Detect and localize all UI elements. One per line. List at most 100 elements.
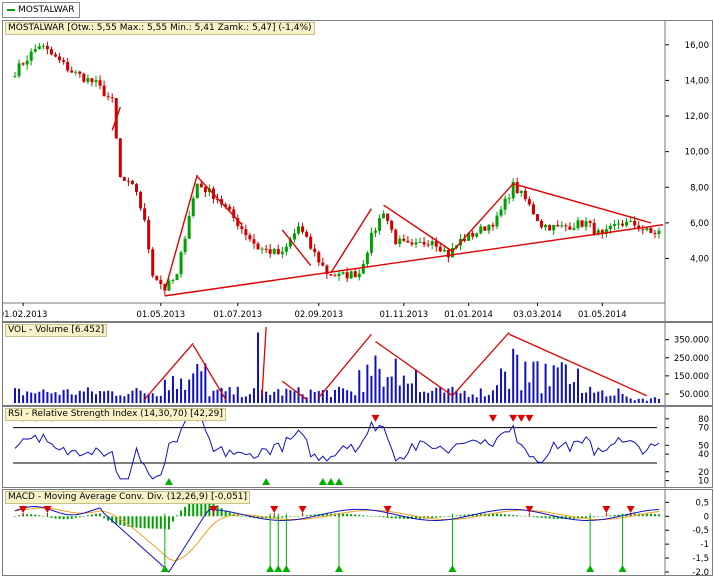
volume-bar [22,395,25,403]
macd-histogram-bar [99,513,102,517]
volume-trendline [508,333,648,397]
volume-bar [350,391,353,403]
volume-bar [435,387,438,403]
volume-bar [14,388,16,403]
volume-y-tick-label: 50.000 [679,390,709,400]
price-candle-body [248,235,252,240]
price-candle-body [187,215,191,239]
price-panel[interactable]: 16,00 14,00 12,00 10,00 8,00 6,00 4,00 01.02.20… [2,20,713,322]
rsi-sell-marker [525,414,534,422]
price-candle-body [62,60,66,63]
price-candle-body [475,233,479,237]
macd-histogram-bar [613,514,616,517]
macd-histogram-bar [240,516,243,517]
macd-histogram-bar [216,505,219,517]
macd-histogram-bar [236,515,239,517]
volume-panel[interactable]: 350.000 250.000 150.000 50.000 VOL - Volume… [2,322,713,406]
macd-histogram-bar [46,516,49,517]
price-y-tick-label: 8,00 [690,183,709,193]
price-candle-body [584,221,588,227]
macd-histogram-bar [658,514,660,517]
volume-bar [66,389,69,403]
macd-sell-marker [43,506,52,513]
volume-bar [301,394,304,403]
volume-bar [212,390,215,403]
macd-histogram-bar [107,516,110,521]
price-candle-body [398,238,402,244]
volume-bar [625,396,628,403]
macd-histogram-bar [90,514,93,517]
volume-bar [248,394,251,403]
macd-histogram-bar [204,497,207,517]
price-candle-body [45,45,49,50]
price-candle-body [410,242,414,245]
volume-bar [613,395,616,403]
price-candle-body [467,233,471,241]
macd-histogram-bar [568,516,571,519]
macd-histogram-bar [54,516,57,519]
macd-histogram-bar [491,513,494,517]
volume-bar [479,388,482,403]
volume-bar [585,392,588,403]
macd-buy-marker [618,565,627,572]
volume-bar [512,348,515,403]
price-y-tick-label: 14,00 [685,76,709,86]
volume-bar [58,394,61,403]
volume-bar [504,371,507,403]
macd-histogram-bar [467,514,470,517]
price-candle-body [175,274,179,280]
price-candle-body [515,181,519,194]
macd-panel[interactable]: 0,5 0 -0,5 -1 -1,5 -2,0 MACD - Moving Average… [2,489,713,576]
volume-bar [18,388,21,403]
volume-bar [74,394,77,403]
price-candle-body [487,224,491,231]
price-candle-body [596,230,600,235]
macd-histogram-bar [257,516,260,519]
volume-bar [180,378,183,403]
volume-bar [208,396,211,403]
price-candle-body [394,229,398,244]
macd-histogram-bar [224,510,227,517]
volume-trendline [318,333,372,398]
rsi-buy-marker [262,478,271,485]
volume-bar [366,364,369,403]
price-candle-body [244,229,248,236]
macd-buy-marker [448,565,457,572]
tab-mostalwar[interactable]: MOSTALWAR [2,2,80,18]
macd-histogram-bar [362,515,365,517]
volume-bar [224,391,227,403]
volume-bar [536,361,539,403]
volume-bar [419,392,422,403]
macd-signal-line [14,507,660,561]
price-candle-body [301,226,305,232]
macd-histogram-bar [26,514,29,517]
volume-bar [471,394,474,403]
volume-bar [495,385,498,403]
price-candle-body [483,226,487,231]
price-trendline [281,229,312,267]
price-candle-body [499,209,503,216]
macd-histogram-bar [500,513,503,517]
rsi-panel[interactable]: 80 70 50 40 20 10 RSI - Relative Strength Ind… [2,406,713,488]
volume-bar [159,395,162,403]
macd-histogram-bar [540,516,543,518]
price-candle-body [568,226,572,230]
price-candle-body [252,239,256,244]
price-candle-body [228,206,232,210]
rsi-sell-marker [371,414,380,422]
volume-bar [342,388,345,403]
volume-bar [62,389,65,403]
price-candle-body [17,63,21,76]
price-x-tick-label: 01.11.2013 [379,310,428,320]
price-candle-body [621,223,625,226]
price-candle-body [171,279,175,281]
volume-bar [265,391,268,403]
price-candle-body [450,248,454,258]
price-candle-body [633,220,637,226]
price-candle-body [548,224,552,231]
macd-histogram-bar [342,513,345,517]
volume-bar [95,394,98,403]
price-candle-body [90,78,94,83]
macd-histogram-bar [188,503,191,517]
macd-histogram-bar [34,514,37,517]
